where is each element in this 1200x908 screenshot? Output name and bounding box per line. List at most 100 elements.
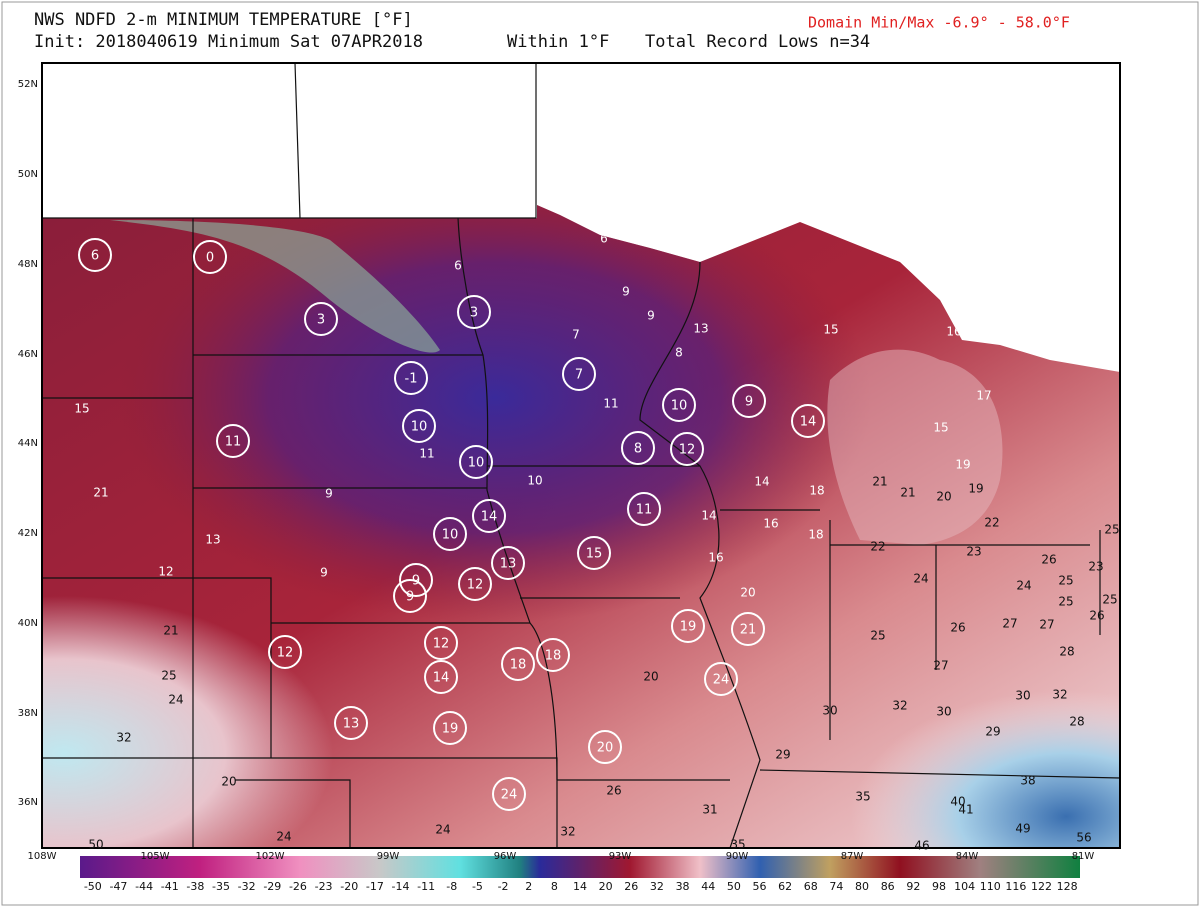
forecast-value: 12 [158,565,173,579]
record-low-value: 9 [406,590,414,605]
forecast-value: 6 [600,232,608,246]
forecast-value: 10 [527,474,542,488]
forecast-value: 9 [622,285,630,299]
forecast-value: 46 [914,839,929,853]
record-low-ring [491,546,525,580]
forecast-value: 21 [163,624,178,638]
forecast-value: 7 [572,328,580,342]
colorbar-label: -41 [161,880,179,893]
record-low-value: 21 [740,623,757,638]
forecast-value: 28 [1059,645,1074,659]
colorbar-label: 74 [829,880,843,893]
record-low-ring [193,240,227,274]
record-low-value: 10 [442,528,459,543]
lat-label: 38N [18,708,38,719]
forecast-value: 32 [116,731,131,745]
map-area [42,63,1120,848]
forecast-value: 25 [1058,595,1073,609]
forecast-value: 24 [435,823,450,837]
forecast-value: 24 [276,830,291,844]
record-low-value: 14 [481,510,498,525]
forecast-value: 20 [221,775,236,789]
lat-label: 44N [18,438,38,449]
colorbar-label: -47 [109,880,127,893]
forecast-value: 18 [808,528,823,542]
record-low-value: 24 [713,673,730,688]
record-low-value: 7 [575,368,583,383]
within-note: Within 1°F [507,32,609,52]
forecast-value: 32 [560,825,575,839]
forecast-value: 16 [708,551,723,565]
forecast-value: 22 [870,540,885,554]
record-low-value: 13 [500,557,517,572]
forecast-value: 9 [320,566,328,580]
record-low-ring [588,730,622,764]
map-title: NWS NDFD 2-m MINIMUM TEMPERATURE [°F] [34,10,413,30]
record-low-ring [492,777,526,811]
record-low-ring [433,711,467,745]
record-low-value: 13 [343,717,360,732]
forecast-value: 9 [647,309,655,323]
forecast-value: 21 [93,486,108,500]
forecast-value: 20 [643,670,658,684]
forecast-value: 25 [870,629,885,643]
colorbar-label: -35 [212,880,230,893]
lat-label: 46N [18,349,38,360]
record-low-ring [216,424,250,458]
forecast-value: 15 [74,402,89,416]
lat-label: 50N [18,169,38,180]
record-low-ring [791,404,825,438]
record-low-ring [627,492,661,526]
lon-label: 87W [841,851,864,862]
forecast-value: 50 [88,838,103,852]
forecast-value: 6 [454,259,462,273]
forecast-value: 24 [168,693,183,707]
record-low-ring [501,647,535,681]
terrain-cold-patch [110,220,440,353]
record-low-value: 14 [433,671,450,686]
record-low-ring [458,567,492,601]
colorbar-label: -38 [186,880,204,893]
forecast-value: 25 [161,669,176,683]
record-low-ring [304,302,338,336]
colorbar-label: 68 [804,880,818,893]
record-low-ring [394,361,428,395]
record-low-value: 10 [411,420,428,435]
forecast-value: 24 [1016,579,1031,593]
record-low-value: 12 [679,443,696,458]
record-low-value: 20 [597,741,614,756]
forecast-value: 14 [754,475,769,489]
record-low-ring [662,388,696,422]
forecast-value: 20 [936,490,951,504]
colorbar-label: -50 [84,880,102,893]
forecast-value: 28 [1069,715,1084,729]
record-low-value: 0 [206,251,214,266]
forecast-value: 24 [913,572,928,586]
colorbar-label: 32 [650,880,664,893]
forecast-value: 31 [702,803,717,817]
lat-label: 42N [18,528,38,539]
record-low-value: 6 [91,249,99,264]
forecast-value: 27 [1002,617,1017,631]
colorbar-label: 50 [727,880,741,893]
forecast-value: 27 [1039,618,1054,632]
record-low-ring [399,563,433,597]
lake [827,349,1003,545]
lon-label: 99W [377,851,400,862]
forecast-value: 11 [419,447,434,461]
lat-label: 52N [18,79,38,90]
lat-label: 48N [18,259,38,270]
record-low-value: 10 [468,456,485,471]
record-low-value: 3 [317,313,325,328]
forecast-value: 9 [325,487,333,501]
record-low-ring [536,638,570,672]
colorbar-label: 2 [525,880,532,893]
map-frame [41,62,1121,849]
record-low-value: -1 [405,372,418,387]
colorbar-label: -14 [392,880,410,893]
forecast-value: 20 [740,586,755,600]
forecast-value: 29 [775,748,790,762]
colorbar-label: 56 [752,880,766,893]
